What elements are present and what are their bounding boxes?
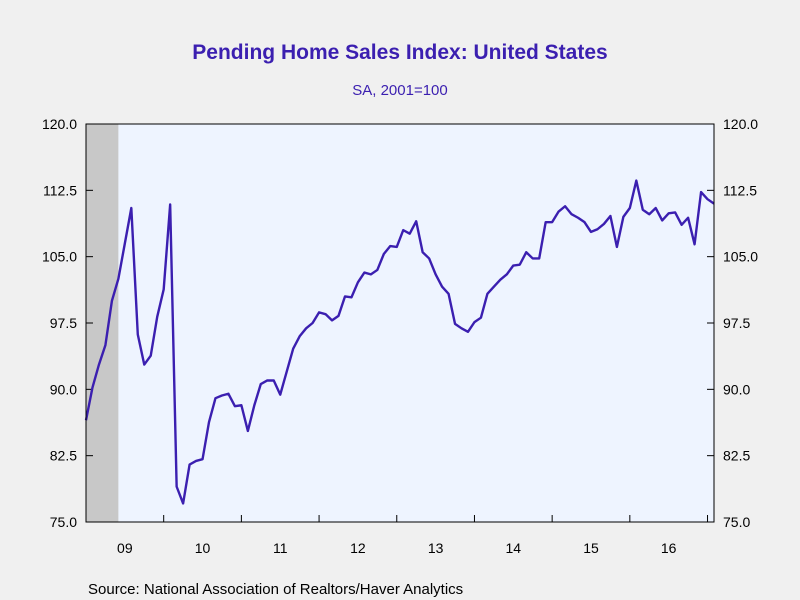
x-axis-ticks [163, 515, 709, 522]
x-tick-label: 14 [506, 540, 522, 556]
y-tick-label-left: 105.0 [42, 249, 77, 265]
series-line [84, 179, 715, 505]
y-tick-label-right: 97.5 [723, 315, 750, 331]
y-axis-left-labels: 120.0 112.5 105.0 97.5 90.0 82.5 75.0 [42, 116, 77, 530]
y-tick-label-left: 75.0 [50, 514, 77, 530]
source-note: Source: National Association of Realtors… [88, 581, 463, 598]
y-tick-label-right: 120.0 [723, 116, 758, 132]
x-tick-label: 10 [195, 540, 211, 556]
plot-frame [85, 123, 715, 523]
y-axis-right-labels: 120.0 112.5 105.0 97.5 90.0 82.5 75.0 [723, 116, 758, 530]
x-tick-label: 16 [661, 540, 677, 556]
y-tick-label-right: 82.5 [723, 448, 750, 464]
y-tick-label-left: 90.0 [50, 381, 77, 397]
x-tick-label: 12 [350, 540, 366, 556]
y-tick-label-left: 97.5 [50, 315, 77, 331]
chart-subtitle: SA, 2001=100 [352, 82, 448, 99]
y-tick-label-right: 112.5 [723, 182, 757, 198]
y-tick-label-right: 75.0 [723, 514, 750, 530]
x-tick-label: 15 [583, 540, 599, 556]
y-tick-label-left: 120.0 [42, 116, 77, 132]
y-tick-label-right: 90.0 [723, 381, 750, 397]
y-tick-label-left: 112.5 [43, 182, 77, 198]
plot-area [86, 124, 714, 522]
x-tick-label: 09 [117, 540, 133, 556]
x-tick-label: 13 [428, 540, 444, 556]
y-tick-label-right: 105.0 [723, 249, 758, 265]
x-axis-labels: 09 10 11 12 13 14 15 16 [117, 540, 677, 556]
y-tick-label-left: 82.5 [50, 448, 77, 464]
chart-title: Pending Home Sales Index: United States [192, 41, 607, 64]
x-tick-label: 11 [273, 540, 288, 556]
